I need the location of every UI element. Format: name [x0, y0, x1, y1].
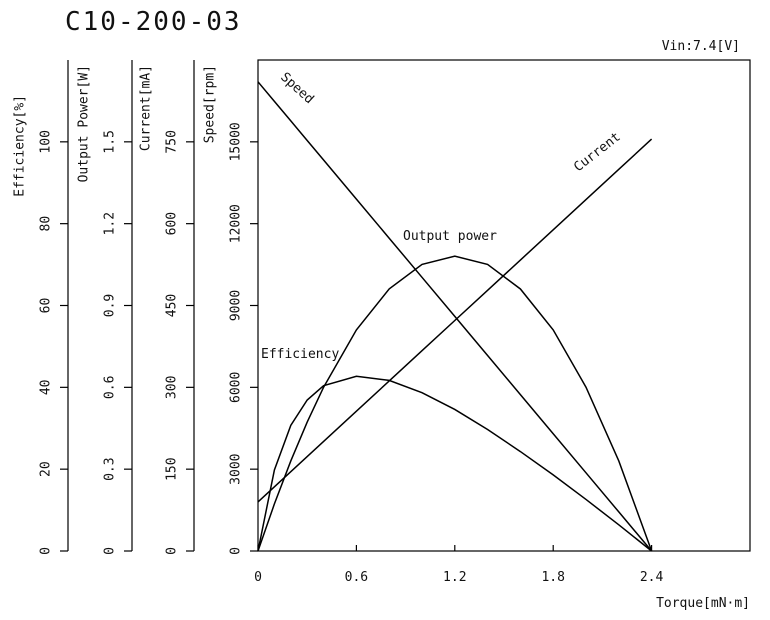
annotation: Vin:7.4[V]	[662, 39, 740, 54]
y-tick-label: 3000	[229, 454, 244, 485]
series-line	[257, 375, 653, 552]
y-axis-label: Efficiency[%]	[13, 95, 28, 197]
y-tick-label: 1.5	[103, 130, 118, 153]
chart-title: C10-200-03	[65, 7, 242, 37]
y-tick-label: 0.3	[103, 457, 118, 480]
x-tick-label: 0	[254, 570, 262, 585]
y-tick-label: 1.2	[103, 212, 118, 235]
y-tick-label: 0	[165, 547, 180, 555]
y-tick-label: 0	[229, 547, 244, 555]
y-tick-label: 6000	[229, 372, 244, 403]
y-tick-label: 12000	[229, 204, 244, 243]
series-line	[257, 138, 653, 503]
x-tick-label: 1.2	[443, 570, 466, 585]
y-axis-label: Current[mA]	[139, 65, 154, 151]
x-axis-label: Torque[mN·m]	[656, 596, 750, 611]
series-label: Efficiency	[261, 347, 339, 362]
y-tick-label: 15000	[229, 122, 244, 161]
series-label: Output power	[403, 229, 497, 244]
y-tick-label: 80	[39, 216, 54, 232]
y-tick-label: 750	[165, 130, 180, 153]
series-line	[257, 255, 653, 552]
y-tick-label: 0.9	[103, 294, 118, 317]
y-tick-label: 100	[39, 130, 54, 153]
y-tick-label: 0.6	[103, 376, 118, 399]
y-tick-label: 450	[165, 294, 180, 317]
series-label: Speed	[277, 70, 316, 107]
x-tick-label: 2.4	[640, 570, 664, 585]
y-tick-label: 0	[103, 547, 118, 555]
y-tick-label: 60	[39, 298, 54, 314]
x-tick-label: 0.6	[345, 570, 368, 585]
y-axis-label: Output Power[W]	[77, 65, 92, 182]
y-tick-label: 150	[165, 457, 180, 480]
y-tick-label: 600	[165, 212, 180, 235]
series-line	[257, 81, 653, 552]
x-tick-label: 1.8	[541, 570, 564, 585]
plot-frame	[257, 59, 751, 552]
series-label: Current	[571, 130, 623, 176]
y-tick-label: 9000	[229, 290, 244, 321]
y-axis-label: Speed[rpm]	[203, 65, 218, 143]
y-tick-label: 40	[39, 380, 54, 396]
y-tick-label: 20	[39, 461, 54, 477]
y-tick-label: 0	[39, 547, 54, 555]
y-tick-label: 300	[165, 376, 180, 399]
